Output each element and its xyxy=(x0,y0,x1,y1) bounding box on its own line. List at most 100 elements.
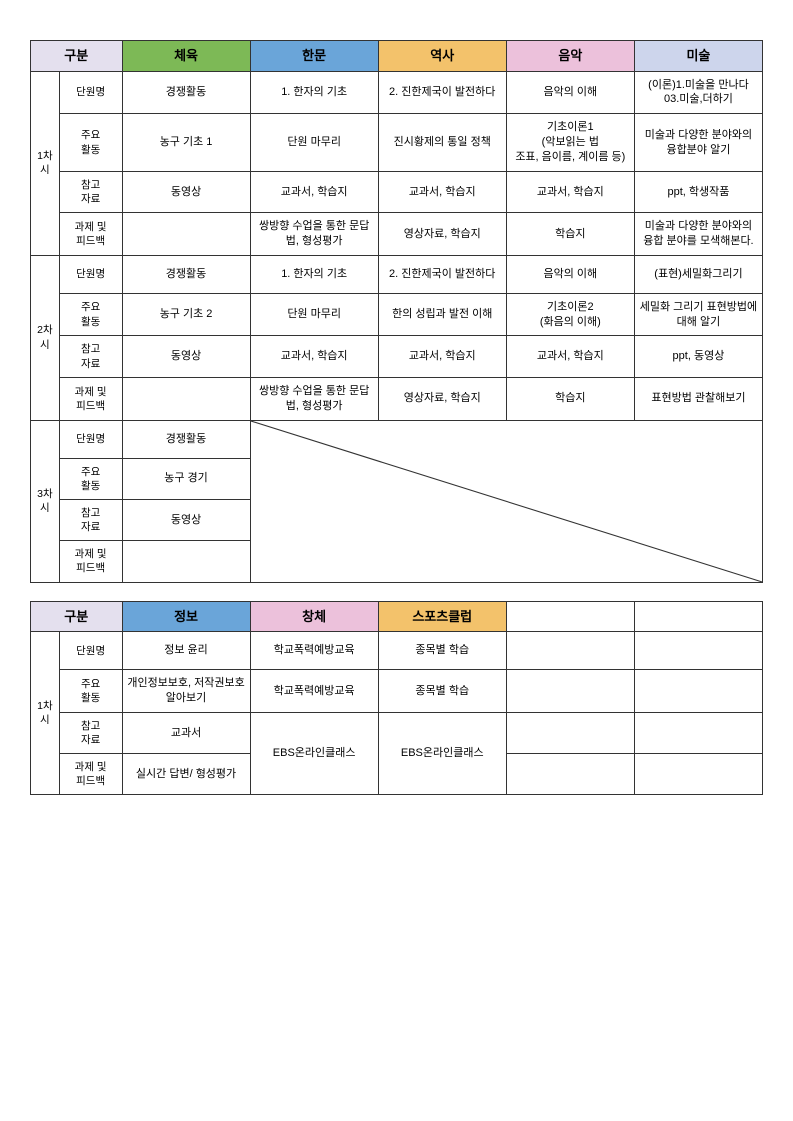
cell: 1. 한자의 기초 xyxy=(250,71,378,114)
cell: 농구 경기 xyxy=(122,458,250,499)
row-sublabel: 주요활동 xyxy=(59,458,122,499)
cell: 교과서, 학습지 xyxy=(506,336,634,377)
cell: 정보 윤리 xyxy=(122,632,250,670)
cell: 쌍방향 수업을 통한 문답법, 형성평가 xyxy=(250,377,378,420)
header-subject-3 xyxy=(506,601,634,632)
cell: 진시황제의 통일 정책 xyxy=(378,114,506,172)
cell xyxy=(634,712,762,753)
cell: 실시간 답변/ 형성평가 xyxy=(122,754,250,795)
row-sublabel: 주요활동 xyxy=(59,293,122,336)
cell: 기초이론2(화음의 이해) xyxy=(506,293,634,336)
header-subject-4 xyxy=(634,601,762,632)
row-sublabel: 단원명 xyxy=(59,420,122,458)
cell xyxy=(122,213,250,256)
row-sublabel: 참고자료 xyxy=(59,171,122,212)
cell: 개인정보보호, 저작권보호 알아보기 xyxy=(122,670,250,713)
cell: 경쟁활동 xyxy=(122,420,250,458)
header-subject-1: 한문 xyxy=(250,41,378,72)
diagonal-empty-region xyxy=(250,420,762,582)
session-label: 2차시 xyxy=(31,255,60,420)
table-row: 2차시 단원명 경쟁활동 1. 한자의 기초 2. 진한제국이 발전하다 음악의… xyxy=(31,255,763,293)
cell: 단원 마무리 xyxy=(250,293,378,336)
cell xyxy=(634,754,762,795)
row-sublabel: 과제 및피드백 xyxy=(59,377,122,420)
cell: EBS온라인클래스 xyxy=(250,712,378,795)
cell: (표현)세밀화그리기 xyxy=(634,255,762,293)
cell xyxy=(634,670,762,713)
cell: 교과서, 학습지 xyxy=(378,171,506,212)
cell xyxy=(122,377,250,420)
session-label: 1차시 xyxy=(31,632,60,795)
header-subject-2: 역사 xyxy=(378,41,506,72)
header-subject-4: 미술 xyxy=(634,41,762,72)
cell: 영상자료, 학습지 xyxy=(378,213,506,256)
table-row: 3차시 단원명 경쟁활동 xyxy=(31,420,763,458)
table-row: 과제 및피드백 쌍방향 수업을 통한 문답법, 형성평가 영상자료, 학습지 학… xyxy=(31,213,763,256)
row-sublabel: 참고자료 xyxy=(59,712,122,753)
cell: 학습지 xyxy=(506,213,634,256)
row-sublabel: 주요활동 xyxy=(59,114,122,172)
curriculum-table-2: 구분 정보 창체 스포츠클럽 1차시 단원명 정보 윤리 학교폭력예방교육 종목… xyxy=(30,601,763,796)
cell xyxy=(506,754,634,795)
row-sublabel: 참고자료 xyxy=(59,499,122,540)
cell xyxy=(506,670,634,713)
section-gap xyxy=(30,583,763,601)
header-row: 구분 정보 창체 스포츠클럽 xyxy=(31,601,763,632)
row-sublabel: 과제 및피드백 xyxy=(59,754,122,795)
cell: 동영상 xyxy=(122,499,250,540)
table-row: 과제 및피드백 쌍방향 수업을 통한 문답법, 형성평가 영상자료, 학습지 학… xyxy=(31,377,763,420)
cell: 음악의 이해 xyxy=(506,71,634,114)
row-sublabel: 주요활동 xyxy=(59,670,122,713)
cell: 교과서, 학습지 xyxy=(378,336,506,377)
header-subject-2: 스포츠클럽 xyxy=(378,601,506,632)
cell: 2. 진한제국이 발전하다 xyxy=(378,71,506,114)
cell: 음악의 이해 xyxy=(506,255,634,293)
cell: 교과서, 학습지 xyxy=(250,171,378,212)
cell: 기초이론1(악보읽는 법조표, 음이름, 계이름 등) xyxy=(506,114,634,172)
header-gubun: 구분 xyxy=(31,41,123,72)
cell: 경쟁활동 xyxy=(122,71,250,114)
table-row: 1차시 단원명 경쟁활동 1. 한자의 기초 2. 진한제국이 발전하다 음악의… xyxy=(31,71,763,114)
row-sublabel: 참고자료 xyxy=(59,336,122,377)
cell xyxy=(634,632,762,670)
table-row: 참고자료 동영상 교과서, 학습지 교과서, 학습지 교과서, 학습지 ppt,… xyxy=(31,336,763,377)
cell: 교과서 xyxy=(122,712,250,753)
table-row: 참고자료 교과서 EBS온라인클래스 EBS온라인클래스 xyxy=(31,712,763,753)
session-label: 3차시 xyxy=(31,420,60,582)
cell: 2. 진한제국이 발전하다 xyxy=(378,255,506,293)
cell: 쌍방향 수업을 통한 문답법, 형성평가 xyxy=(250,213,378,256)
row-sublabel: 단원명 xyxy=(59,71,122,114)
cell: 세밀화 그리기 표현방법에 대해 알기 xyxy=(634,293,762,336)
cell: ppt, 학생작품 xyxy=(634,171,762,212)
cell: EBS온라인클래스 xyxy=(378,712,506,795)
header-subject-0: 체육 xyxy=(122,41,250,72)
cell: 1. 한자의 기초 xyxy=(250,255,378,293)
header-gubun: 구분 xyxy=(31,601,123,632)
table-row: 주요활동 개인정보보호, 저작권보호 알아보기 학교폭력예방교육 종목별 학습 xyxy=(31,670,763,713)
table-row: 주요활동 농구 기초 1 단원 마무리 진시황제의 통일 정책 기초이론1(악보… xyxy=(31,114,763,172)
session-label: 1차시 xyxy=(31,71,60,255)
header-subject-3: 음악 xyxy=(506,41,634,72)
cell: 동영상 xyxy=(122,336,250,377)
cell: 종목별 학습 xyxy=(378,670,506,713)
cell xyxy=(506,712,634,753)
diagonal-line-icon xyxy=(251,421,762,582)
cell: 종목별 학습 xyxy=(378,632,506,670)
cell: 경쟁활동 xyxy=(122,255,250,293)
cell: 미술과 다양한 분야와의 융합 분야를 모색해본다. xyxy=(634,213,762,256)
cell xyxy=(122,541,250,582)
curriculum-table-1: 구분 체육 한문 역사 음악 미술 1차시 단원명 경쟁활동 1. 한자의 기초… xyxy=(30,40,763,583)
cell: 학교폭력예방교육 xyxy=(250,632,378,670)
cell: 교과서, 학습지 xyxy=(250,336,378,377)
cell: 한의 성립과 발전 이해 xyxy=(378,293,506,336)
cell: 단원 마무리 xyxy=(250,114,378,172)
cell: 표현방법 관찰해보기 xyxy=(634,377,762,420)
cell: 학습지 xyxy=(506,377,634,420)
row-sublabel: 과제 및피드백 xyxy=(59,213,122,256)
cell: 교과서, 학습지 xyxy=(506,171,634,212)
cell: 동영상 xyxy=(122,171,250,212)
cell: 영상자료, 학습지 xyxy=(378,377,506,420)
header-subject-1: 창체 xyxy=(250,601,378,632)
row-sublabel: 단원명 xyxy=(59,255,122,293)
header-subject-0: 정보 xyxy=(122,601,250,632)
